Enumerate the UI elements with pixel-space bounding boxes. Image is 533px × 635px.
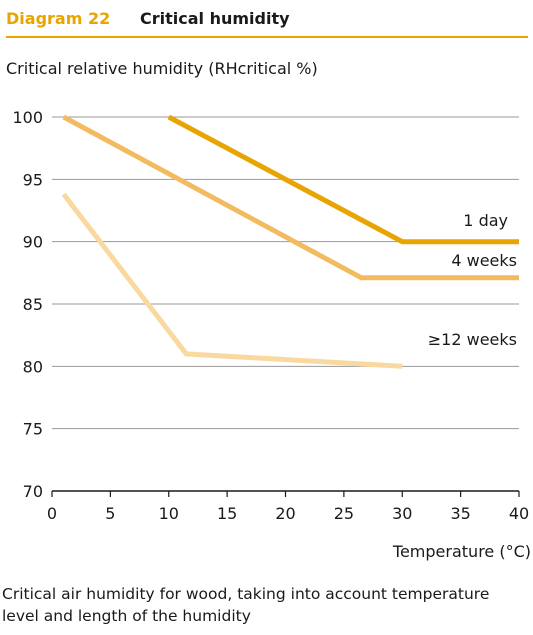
x-tick-label: 5 [105,504,115,523]
x-tick-label: 20 [275,504,295,523]
y-tick-label: 85 [23,295,43,314]
chart-title: Critical humidity [140,9,290,28]
critical-humidity-chart: 70 75 80 85 90 95 100 0 5 10 15 20 25 30 35 40 1 day 4 we… [12,108,531,561]
x-tick-label: 40 [509,504,529,523]
series-label-1: 1 day [463,211,508,230]
y-axis-label: Critical relative humidity (RHcritical %… [6,59,318,78]
y-tick-label: 80 [23,357,43,376]
x-axis-label: Temperature (°C) [392,542,531,561]
x-tick-label: 25 [334,504,354,523]
series-line-1 [167,114,519,245]
x-tick-label: 35 [450,504,470,523]
y-tick-label: 75 [23,420,43,439]
figure-caption: Critical air humidity for wood, taking i… [2,585,490,625]
x-tick-label: 30 [392,504,412,523]
x-tick-label: 15 [217,504,237,523]
x-tick-label: 10 [159,504,179,523]
series-line-3 [61,192,403,369]
y-tick-label: 100 [12,108,43,127]
series-label-2: 4 weeks [451,251,517,270]
y-tick-label: 70 [23,482,43,501]
y-tick-label: 90 [23,233,43,252]
series-label-3: ≥12 weeks [428,330,517,349]
x-tick-label: 0 [47,504,57,523]
series-line-2 [62,114,519,281]
diagram-number: Diagram 22 [6,9,111,28]
y-tick-label: 95 [23,170,43,189]
diagram-header: Diagram 22 Critical humidity [6,6,528,38]
